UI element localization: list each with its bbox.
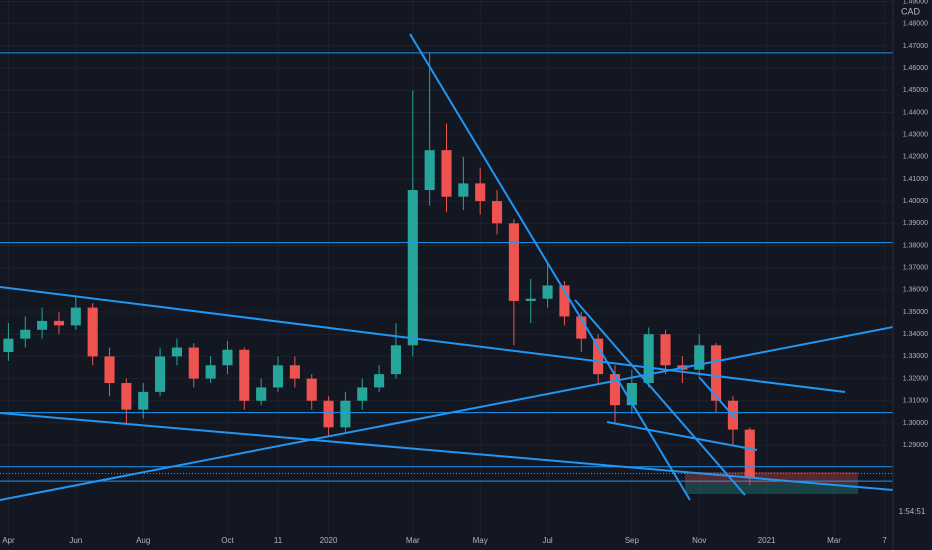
candle-body [390, 345, 402, 375]
candle-body [542, 285, 553, 299]
x-tick-label: Jul [542, 536, 552, 545]
x-tick-label: 2020 [320, 536, 338, 545]
x-tick-label: Jun [69, 536, 82, 545]
candle-body [70, 307, 81, 326]
candle-body [626, 383, 637, 406]
candle-body [374, 374, 385, 388]
profit-zone [685, 484, 858, 494]
y-tick-label: 1.42000 [903, 154, 928, 161]
candle-body [121, 383, 132, 410]
candle-body [424, 150, 435, 191]
candle-body [576, 316, 587, 339]
candle-body [694, 345, 705, 370]
candle-body [3, 338, 14, 352]
candle-body [205, 365, 216, 379]
x-tick-label: 2021 [758, 536, 776, 545]
trend-line [699, 377, 736, 419]
x-tick-label: 11 [274, 536, 283, 545]
candle-body [458, 183, 469, 197]
x-tick-label: Oct [221, 536, 234, 545]
candle-body [222, 349, 233, 366]
candle-body [306, 378, 317, 401]
y-tick-label: 1.49000 [903, 0, 928, 5]
x-tick-label: Nov [692, 536, 706, 545]
candle-body [744, 429, 755, 479]
trend-line [0, 326, 894, 501]
x-tick-label: Mar [827, 536, 841, 545]
y-tick-label: 1.34000 [903, 331, 928, 338]
candle-body [53, 320, 65, 326]
y-tick-label: 1.48000 [903, 21, 928, 28]
y-tick-label: 1.37000 [903, 265, 928, 272]
candle-body [643, 334, 654, 384]
candle-body [475, 183, 486, 202]
y-tick-label: 1.32000 [903, 375, 928, 382]
candle-body [188, 347, 199, 379]
countdown: 1:54:51 [899, 507, 926, 516]
candle-body [357, 387, 368, 401]
trend-lines [0, 33, 894, 501]
candle-body [289, 365, 300, 379]
candle-body [660, 334, 671, 366]
y-tick-label: 1.33000 [903, 353, 928, 360]
candle-body [104, 356, 115, 384]
y-tick-label: 1.45000 [903, 87, 928, 94]
x-tick-label: Aug [136, 536, 150, 545]
trend-line [574, 299, 746, 496]
candle-body [441, 150, 452, 197]
candle-body [609, 374, 621, 406]
y-tick-label: 1.41000 [903, 176, 928, 183]
candle-body [508, 223, 519, 301]
candle-body [525, 298, 536, 301]
y-tick-label: 1.39000 [903, 220, 928, 227]
trend-line [0, 412, 894, 491]
candle-body [239, 349, 250, 401]
candle-body [323, 400, 334, 428]
candle-body [138, 391, 149, 410]
y-tick-label: 1.30000 [903, 420, 928, 427]
candle-body [37, 320, 48, 330]
y-tick-label: 1.38000 [903, 242, 928, 249]
price-axis [893, 0, 932, 550]
candle-body [491, 201, 503, 224]
candle-body [171, 347, 182, 357]
y-tick-label: 1.36000 [903, 287, 928, 294]
x-tick-label: Mar [406, 536, 420, 545]
trend-line [606, 421, 758, 451]
y-tick-label: 1.31000 [903, 398, 928, 405]
candle-body [87, 307, 98, 357]
y-tick-label: 1.47000 [903, 43, 928, 50]
candle-body [711, 345, 722, 401]
candle-body [593, 338, 604, 375]
x-tick-label: Apr [2, 536, 15, 545]
candle-body [407, 190, 418, 346]
candle-body [256, 387, 267, 401]
y-tick-label: 1.40000 [903, 198, 928, 205]
x-tick-label: 7 [882, 536, 887, 545]
y-tick-label: 1.29000 [903, 442, 928, 449]
candle-body [340, 400, 351, 428]
y-tick-label: 1.46000 [903, 65, 928, 72]
x-tick-label: Sep [625, 536, 640, 545]
candle-body [20, 329, 31, 339]
candle-body [559, 285, 570, 317]
y-tick-label: 1.43000 [903, 131, 928, 138]
y-tick-label: 1.44000 [903, 109, 928, 116]
trend-line [0, 286, 846, 393]
trend-line [409, 33, 691, 501]
y-tick-label: 1.35000 [903, 309, 928, 316]
x-tick-label: May [473, 536, 488, 545]
currency-label: CAD [901, 6, 921, 16]
candle-body [272, 365, 284, 388]
candle-body [155, 356, 166, 392]
